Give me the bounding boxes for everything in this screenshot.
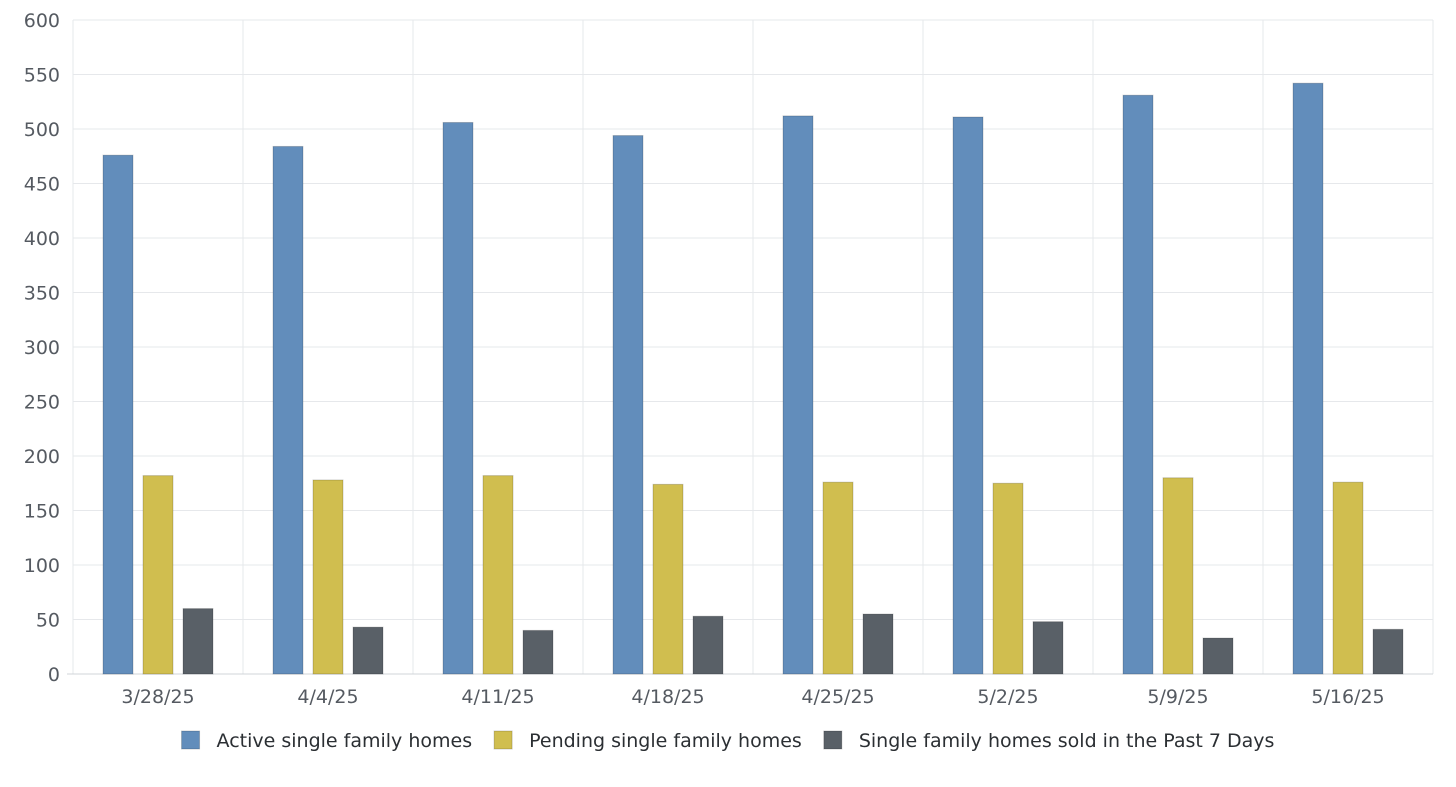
x-tick-label: 4/11/25	[461, 686, 534, 708]
y-tick-label: 100	[24, 555, 60, 577]
y-tick-label: 350	[24, 283, 60, 305]
bar-series-1-4-4-25[interactable]	[272, 145, 304, 675]
legend-item-3[interactable]: Single family homes sold in the Past 7 D…	[823, 730, 1275, 752]
bar-series-2-4-4-25[interactable]	[312, 479, 344, 675]
bar-series-3-4-25-25[interactable]	[862, 613, 894, 675]
bar-series-3-5-9-25[interactable]	[1202, 637, 1234, 675]
x-tick-label: 5/9/25	[1147, 686, 1208, 708]
gridlines	[67, 19, 1434, 675]
bar-series-2-5-16-25[interactable]	[1332, 481, 1364, 675]
bar-series-1-4-11-25[interactable]	[442, 121, 474, 675]
legend[interactable]: Active single family homes Pending single…	[181, 730, 1275, 752]
x-tick-label: 4/25/25	[801, 686, 874, 708]
y-tick-label: 300	[24, 337, 60, 359]
x-tick-label: 4/4/25	[297, 686, 358, 708]
y-axis-tick-labels: 0 50 100 150 200 250 300 350 400 450 500 550 600	[24, 10, 60, 686]
bar-series-2-5-9-25[interactable]	[1162, 477, 1194, 675]
y-tick-label: 500	[24, 119, 60, 141]
legend-swatch	[823, 730, 843, 750]
bar-series-3-4-11-25[interactable]	[522, 629, 554, 675]
legend-label: Active single family homes	[217, 730, 473, 752]
x-axis-tick-labels: 3/28/25 4/4/25 4/11/25 4/18/25 4/25/25 5/2/25…	[121, 686, 1384, 708]
y-tick-label: 200	[24, 446, 60, 468]
bar-series-1-5-9-25[interactable]	[1122, 94, 1154, 675]
legend-item-1[interactable]: Active single family homes	[181, 730, 473, 752]
bar-series-3-5-2-25[interactable]	[1032, 621, 1064, 675]
bar-series-2-4-25-25[interactable]	[822, 481, 854, 675]
bar-series-2-3-28-25[interactable]	[142, 475, 174, 675]
y-tick-label: 50	[36, 610, 60, 632]
bar-series-3-4-18-25[interactable]	[692, 615, 724, 675]
y-tick-label: 600	[24, 10, 60, 32]
x-tick-label: 3/28/25	[121, 686, 194, 708]
legend-label: Single family homes sold in the Past 7 D…	[859, 730, 1275, 752]
bar-series-1-5-2-25[interactable]	[952, 116, 984, 675]
x-tick-label: 5/2/25	[977, 686, 1038, 708]
bar-series-1-3-28-25[interactable]	[102, 154, 134, 675]
y-tick-label: 150	[24, 501, 60, 523]
x-tick-label: 4/18/25	[631, 686, 704, 708]
legend-swatch	[181, 730, 201, 750]
bar-series-2-4-18-25[interactable]	[652, 483, 684, 675]
bar-series-1-4-18-25[interactable]	[612, 135, 644, 675]
bar-series-2-5-2-25[interactable]	[992, 482, 1024, 675]
bars	[102, 82, 1404, 675]
legend-swatch	[493, 730, 513, 750]
y-tick-label: 450	[24, 174, 60, 196]
bar-series-3-5-16-25[interactable]	[1372, 628, 1404, 675]
legend-item-2[interactable]: Pending single family homes	[493, 730, 802, 752]
y-tick-label: 0	[48, 664, 60, 686]
y-tick-label: 400	[24, 228, 60, 250]
bar-series-3-3-28-25[interactable]	[182, 608, 214, 675]
y-tick-label: 550	[24, 65, 60, 87]
legend-label: Pending single family homes	[529, 730, 802, 752]
y-tick-label: 250	[24, 392, 60, 414]
bar-series-3-4-4-25[interactable]	[352, 626, 384, 675]
bar-series-1-4-25-25[interactable]	[782, 115, 814, 675]
x-tick-label: 5/16/25	[1311, 686, 1384, 708]
bar-series-1-5-16-25[interactable]	[1292, 82, 1324, 675]
bar-series-2-4-11-25[interactable]	[482, 475, 514, 675]
